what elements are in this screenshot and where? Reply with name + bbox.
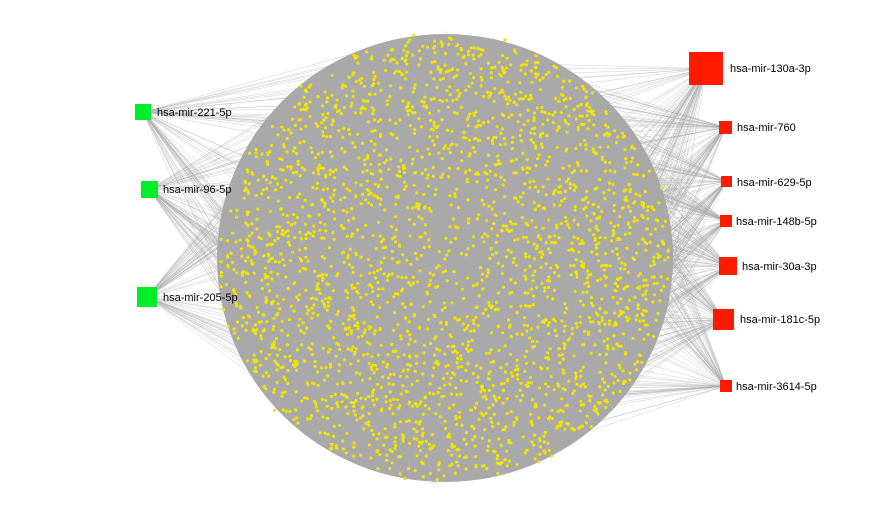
hub-node-hsa-mir-148b-5p[interactable] [720, 215, 732, 227]
hub-label-hsa-mir-3614-5p: hsa-mir-3614-5p [736, 381, 817, 393]
hub-label-hsa-mir-760: hsa-mir-760 [737, 122, 796, 134]
hub-label-hsa-mir-130a-3p: hsa-mir-130a-3p [730, 63, 811, 75]
hub-label-hsa-mir-629-5p: hsa-mir-629-5p [737, 177, 812, 189]
hub-node-hsa-mir-96-5p[interactable] [141, 181, 158, 198]
hub-node-hsa-mir-130a-3p[interactable] [689, 52, 723, 85]
hub-edges [142, 30, 729, 486]
hub-node-hsa-mir-181c-5p[interactable] [713, 309, 734, 330]
hub-label-hsa-mir-148b-5p: hsa-mir-148b-5p [736, 216, 817, 228]
hub-node-layer: hsa-mir-221-5p hsa-mir-96-5p hsa-mir-205… [135, 52, 820, 393]
hub-node-hsa-mir-760[interactable] [719, 121, 732, 134]
hub-label-hsa-mir-205-5p: hsa-mir-205-5p [163, 292, 238, 304]
hub-node-hsa-mir-221-5p[interactable] [135, 104, 151, 120]
hub-node-hsa-mir-205-5p[interactable] [137, 287, 157, 307]
edge-layer [142, 30, 729, 486]
hub-label-hsa-mir-181c-5p: hsa-mir-181c-5p [740, 314, 820, 326]
hub-label-hsa-mir-96-5p: hsa-mir-96-5p [163, 184, 231, 196]
hub-node-hsa-mir-629-5p[interactable] [721, 176, 732, 187]
hub-label-hsa-mir-221-5p: hsa-mir-221-5p [157, 107, 232, 119]
hub-node-hsa-mir-3614-5p[interactable] [720, 380, 732, 392]
hub-label-hsa-mir-30a-3p: hsa-mir-30a-3p [742, 261, 817, 273]
hub-node-hsa-mir-30a-3p[interactable] [719, 257, 737, 275]
